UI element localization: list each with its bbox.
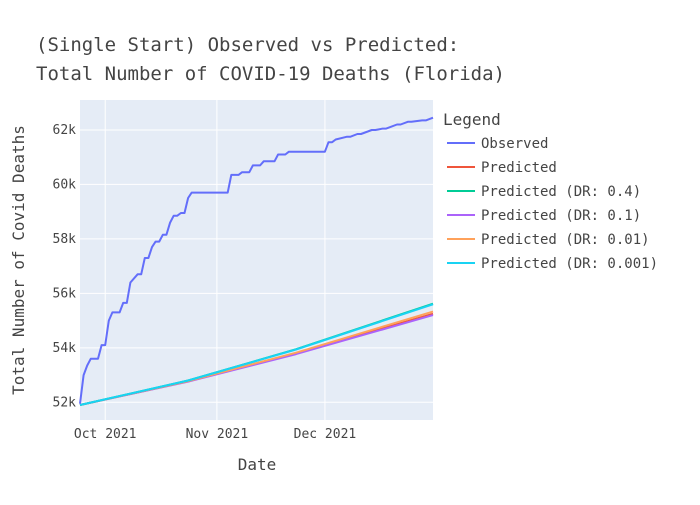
x-tick-label: Dec 2021: [294, 427, 357, 442]
legend-item-predicted-dr-0-001[interactable]: Predicted (DR: 0.001): [447, 256, 658, 272]
legend-label: Predicted (DR: 0.4): [481, 184, 641, 200]
legend-item-predicted-dr-0-01[interactable]: Predicted (DR: 0.01): [447, 232, 650, 248]
x-tick-label: Nov 2021: [186, 427, 249, 442]
legend-item-predicted-dr-0-4[interactable]: Predicted (DR: 0.4): [447, 184, 641, 200]
x-axis-title: Date: [238, 455, 277, 474]
x-axis-ticks: Oct 2021 Nov 2021 Dec 2021: [74, 427, 356, 442]
legend: Legend Observed Predicted Predicted (DR: 0…: [443, 110, 658, 272]
legend-item-predicted-dr-0-1[interactable]: Predicted (DR: 0.1): [447, 208, 641, 224]
legend-item-observed[interactable]: Observed: [447, 136, 548, 152]
legend-label: Predicted (DR: 0.001): [481, 256, 658, 272]
chart-title-line-1: (Single Start) Observed vs Predicted:: [36, 34, 459, 56]
legend-label: Observed: [481, 136, 548, 152]
gridlines: [80, 100, 433, 420]
y-axis-title: Total Number of Covid Deaths: [9, 125, 28, 395]
plot-background: [80, 100, 433, 420]
legend-label: Predicted (DR: 0.01): [481, 232, 650, 248]
y-axis-ticks: 52k 54k 56k 58k 60k 62k: [53, 123, 77, 410]
chart-title-line-2: Total Number of COVID-19 Deaths (Florida…: [36, 63, 505, 85]
y-tick-label: 56k: [53, 286, 77, 301]
y-tick-label: 58k: [53, 232, 77, 247]
legend-label: Predicted: [481, 160, 557, 176]
series-lines: [79, 116, 434, 406]
legend-item-predicted[interactable]: Predicted: [447, 160, 557, 176]
series-line-observed: [79, 116, 434, 404]
y-tick-label: 52k: [53, 395, 77, 410]
legend-title: Legend: [443, 110, 501, 129]
legend-label: Predicted (DR: 0.1): [481, 208, 641, 224]
y-tick-label: 54k: [53, 341, 77, 356]
x-tick-label: Oct 2021: [74, 427, 137, 442]
series-line-predicted-dr-0-001: [79, 303, 434, 406]
y-tick-label: 60k: [53, 177, 77, 192]
y-tick-label: 62k: [53, 123, 77, 138]
